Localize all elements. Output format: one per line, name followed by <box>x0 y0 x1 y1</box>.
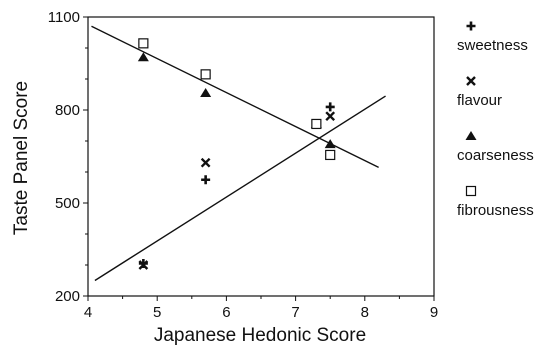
flavour-point <box>325 111 336 122</box>
legend-label: flavour <box>457 92 502 109</box>
fibrousness-legend-marker <box>465 185 477 197</box>
coarseness-point <box>324 139 336 149</box>
flavour-point <box>200 157 211 168</box>
trend-line-decreasing <box>91 25 379 168</box>
x-tick-label: 6 <box>222 304 230 321</box>
flavour-point <box>138 260 149 270</box>
flavour-legend-marker <box>466 76 476 86</box>
x-tick-label: 7 <box>291 304 299 321</box>
y-axis-ticks: 200 500 800 1100 <box>48 9 88 305</box>
fibrousness-point <box>200 69 211 80</box>
y-tick-label: 200 <box>55 288 80 305</box>
x-axis-ticks: 4 5 6 7 8 9 <box>84 296 438 321</box>
y-tick-label: 500 <box>55 195 80 212</box>
x-tick-label: 8 <box>361 304 369 321</box>
legend-label: sweetness <box>457 37 528 54</box>
fibrousness-point <box>138 38 149 49</box>
x-axis-title: Japanese Hedonic Score <box>154 325 366 346</box>
coarseness-point <box>137 52 149 62</box>
sweetness-legend-marker <box>466 21 476 31</box>
y-tick-label: 1100 <box>48 9 80 26</box>
data-markers <box>137 38 336 270</box>
sweetness-point <box>325 102 335 112</box>
x-tick-label: 5 <box>153 304 161 321</box>
legend: sweetness flavour coarseness fibrousness <box>457 21 534 219</box>
y-tick-label: 800 <box>55 102 80 119</box>
x-tick-label: 9 <box>430 304 438 321</box>
legend-label: fibrousness <box>457 202 534 219</box>
coarseness-point <box>200 87 212 97</box>
fibrousness-point <box>311 118 322 130</box>
x-tick-label: 4 <box>84 304 92 321</box>
trend-line-increasing <box>94 95 386 282</box>
coarseness-legend-marker <box>465 131 477 140</box>
y-axis-title: Taste Panel Score <box>11 81 32 235</box>
legend-label: coarseness <box>457 147 534 164</box>
fibrousness-point <box>325 149 336 161</box>
sweetness-point <box>201 175 211 185</box>
trend-lines <box>91 25 386 282</box>
